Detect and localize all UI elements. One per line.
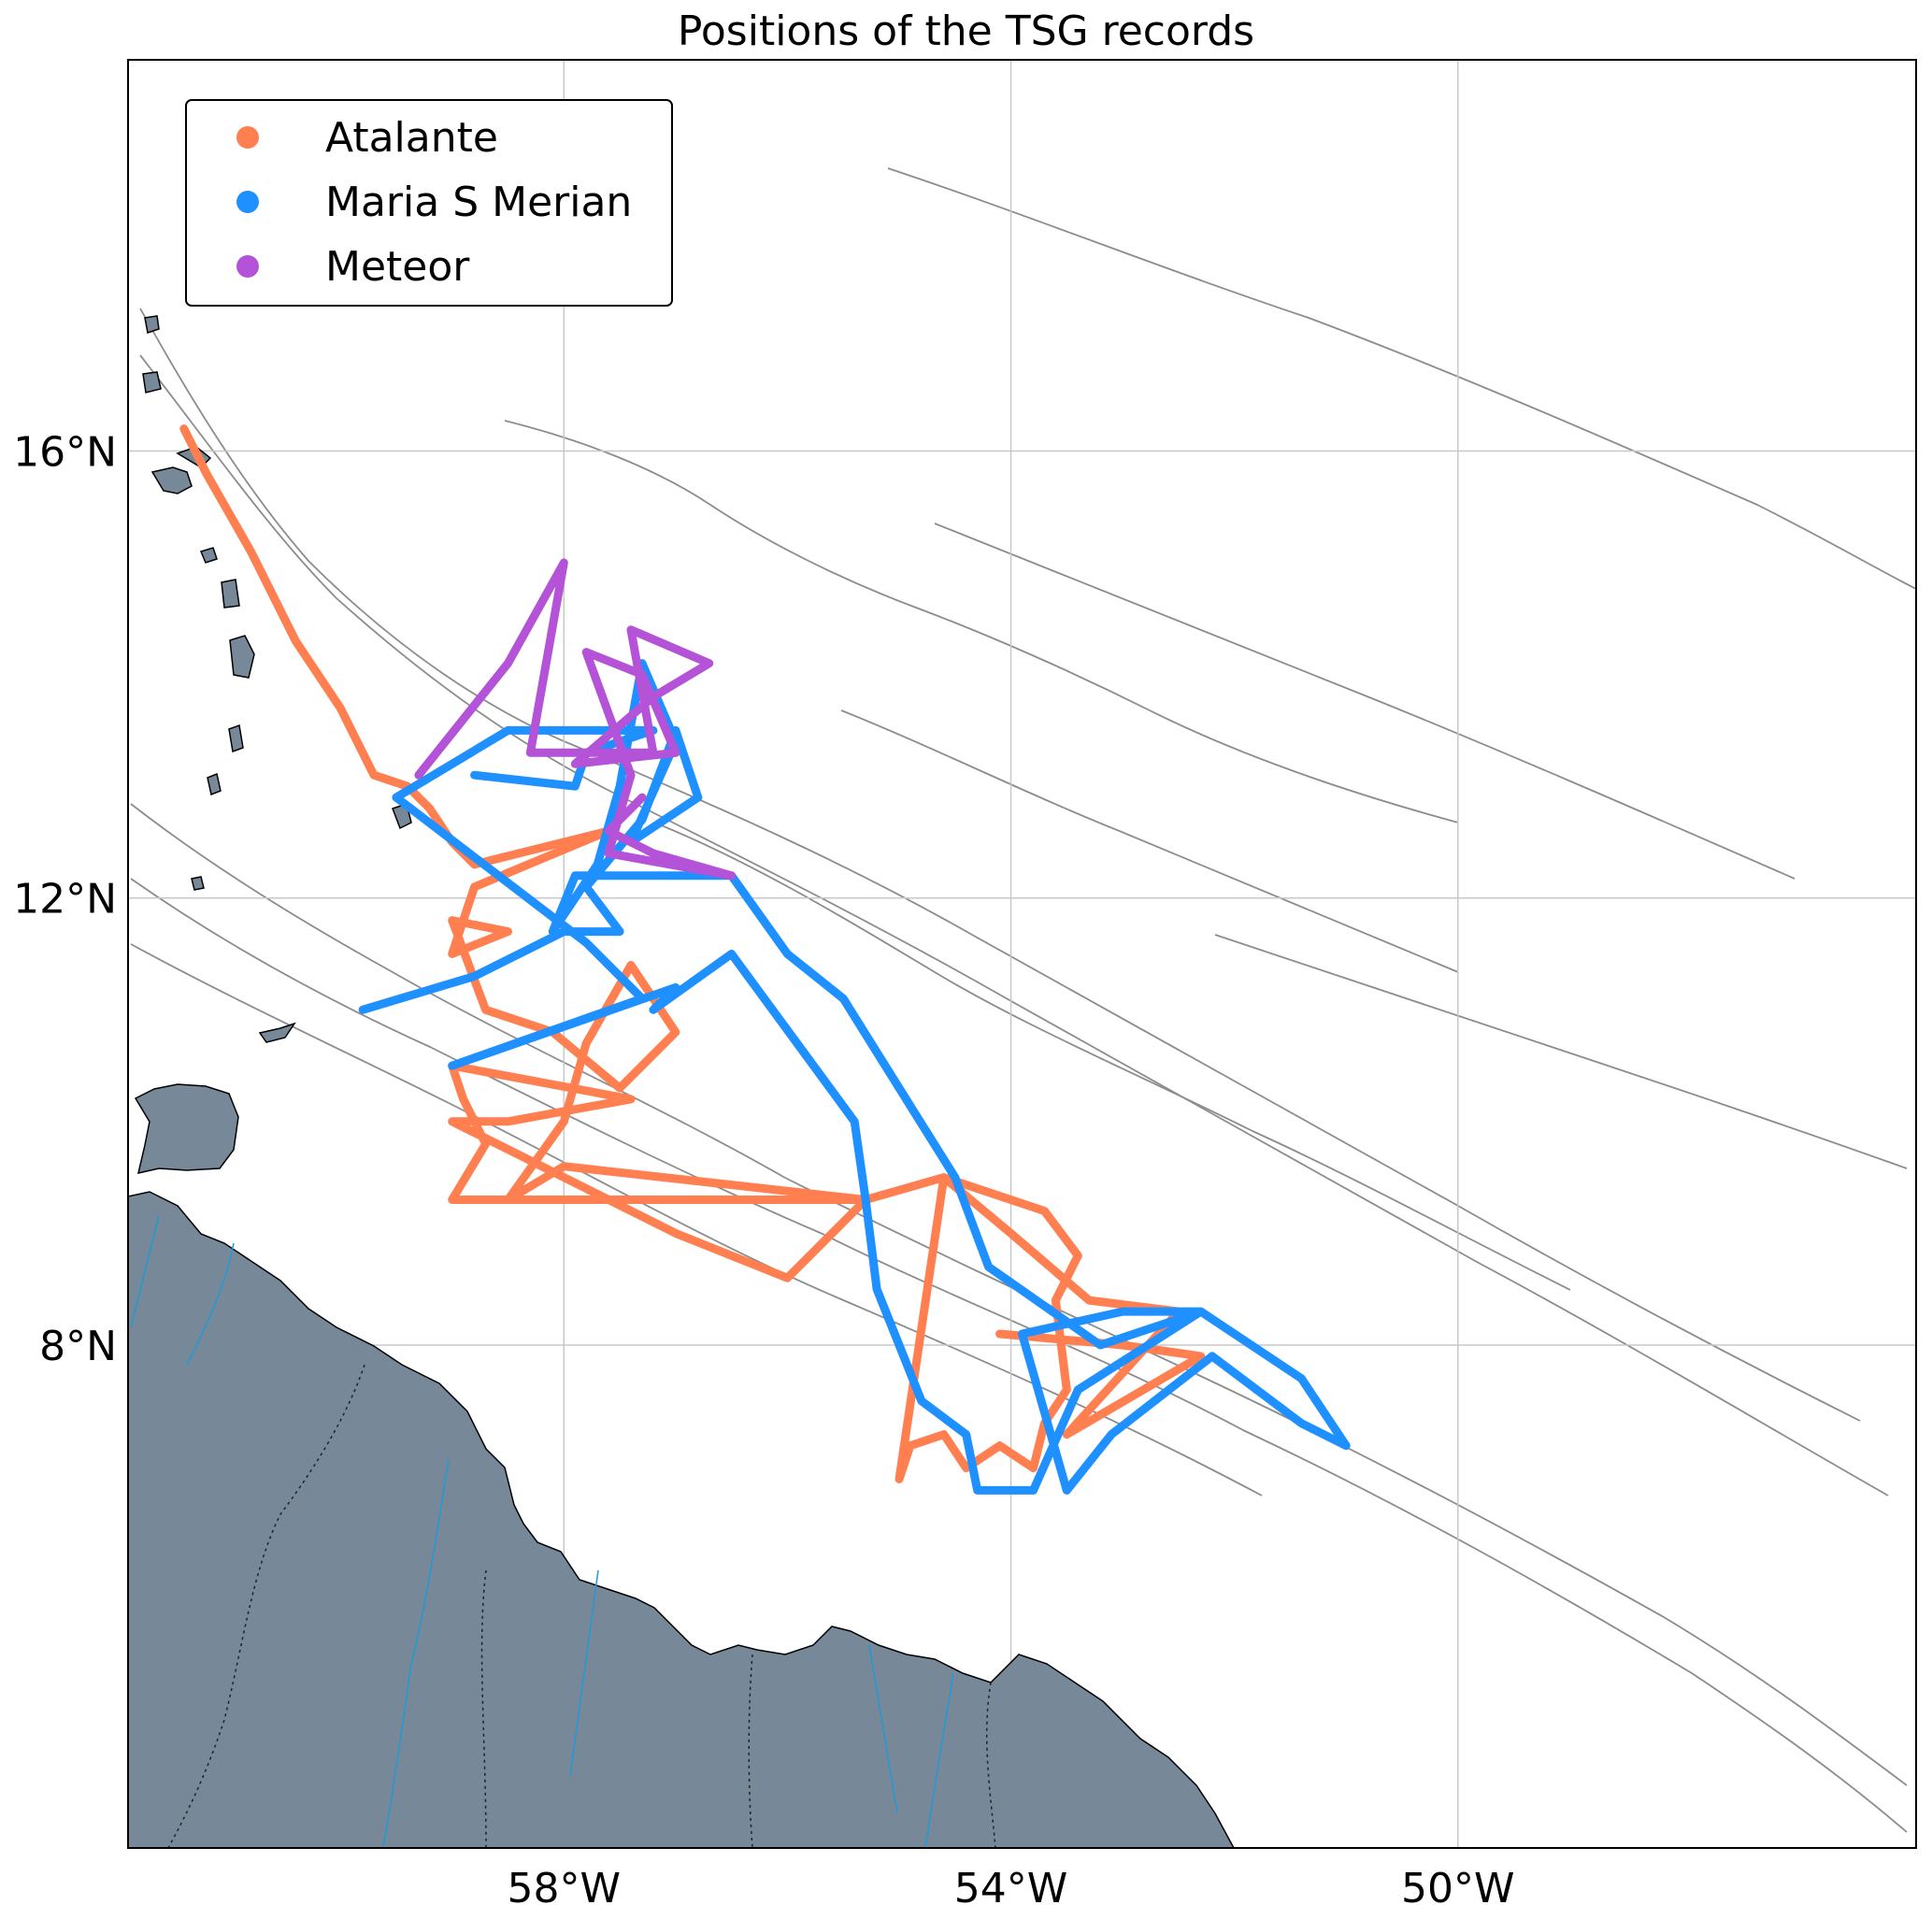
island-north-1 <box>144 315 160 334</box>
map-frame <box>127 59 1917 1849</box>
track-atalante <box>179 424 1206 1483</box>
dominica-island <box>221 579 240 609</box>
island-north-2 <box>142 371 162 394</box>
ship-tracks <box>179 424 1351 1495</box>
legend-marker-atalante <box>236 126 259 149</box>
borders-layer <box>167 1364 996 1848</box>
lon-tick-label-2: 50°W <box>1401 1865 1515 1905</box>
map-title: Positions of the TSG records <box>677 7 1255 55</box>
map-gridlines <box>128 60 1916 1848</box>
st-vincent-island <box>207 772 222 796</box>
track-maria-s-merian <box>358 659 1351 1495</box>
tobago-island <box>258 1022 296 1043</box>
land-layer <box>128 315 1235 1848</box>
legend-marker-maria-s-merian <box>236 191 259 213</box>
martinique-island <box>229 635 255 679</box>
lat-tick-label-1: 12°N <box>13 876 117 924</box>
legend-label-atalante: Atalante <box>325 114 498 162</box>
grenada-island <box>191 876 205 891</box>
st-lucia-island <box>228 723 244 753</box>
latitude-tick-labels: 16°N 12°N 8°N <box>13 428 117 1370</box>
longitude-tick-labels: 58°W 54°W 50°W <box>508 1865 1515 1905</box>
legend-label-maria-s-merian: Maria S Merian <box>325 179 632 226</box>
legend-marker-meteor <box>236 255 259 278</box>
lat-tick-label-0: 16°N <box>13 428 117 476</box>
lon-tick-label-1: 54°W <box>954 1865 1068 1905</box>
trinidad-island <box>134 1083 239 1174</box>
track-meteor <box>414 558 737 881</box>
legend: Atalante Maria S Merian Meteor <box>185 99 673 307</box>
rivers-layer <box>130 1214 954 1848</box>
bathymetry-contours <box>130 167 1916 1833</box>
lon-tick-label-0: 58°W <box>508 1865 622 1905</box>
legend-box <box>185 99 673 307</box>
lat-tick-label-2: 8°N <box>39 1323 117 1370</box>
antigua-island <box>199 547 218 564</box>
south-america-coast <box>128 1191 1235 1848</box>
legend-label-meteor: Meteor <box>325 243 470 291</box>
